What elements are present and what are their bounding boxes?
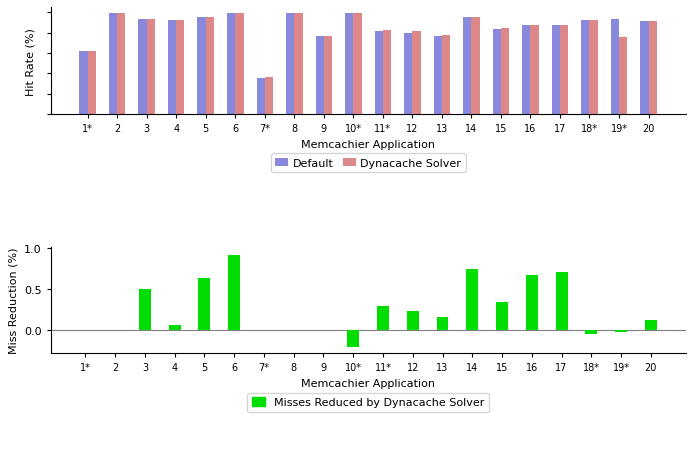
Bar (589, 20, 598, 115)
Y-axis label: Hit Rate (%): Hit Rate (%) (26, 28, 36, 96)
Bar (235, 14, 244, 115)
Bar (556, 272, 568, 331)
Bar (377, 306, 389, 331)
Bar (227, 14, 235, 115)
X-axis label: Memcachier Application: Memcachier Application (301, 378, 435, 388)
Bar (205, 18, 214, 115)
Bar (493, 30, 501, 115)
Bar (496, 302, 508, 331)
Bar (79, 52, 87, 115)
Bar (404, 34, 412, 115)
Legend: Default, Dynacache Solver: Default, Dynacache Solver (271, 154, 466, 173)
Bar (501, 28, 509, 115)
Bar (139, 290, 151, 331)
Bar (169, 325, 180, 331)
Bar (138, 19, 146, 115)
Bar (641, 22, 648, 115)
Bar (611, 19, 619, 115)
Bar (168, 20, 176, 115)
Bar (257, 79, 265, 115)
Bar (434, 37, 442, 115)
Bar (353, 14, 362, 115)
Legend: Misses Reduced by Dynacache Solver: Misses Reduced by Dynacache Solver (247, 393, 489, 412)
Bar (345, 14, 353, 115)
Bar (286, 14, 294, 115)
Bar (375, 32, 383, 115)
Bar (442, 36, 450, 115)
Bar (117, 14, 126, 115)
X-axis label: Memcachier Application: Memcachier Application (301, 139, 435, 149)
Bar (530, 26, 539, 115)
Bar (648, 22, 657, 115)
Bar (146, 19, 155, 115)
Bar (294, 14, 303, 115)
Bar (522, 26, 530, 115)
Bar (560, 26, 568, 115)
Bar (87, 52, 96, 115)
Bar (265, 78, 273, 115)
Bar (463, 18, 471, 115)
Bar (347, 331, 359, 347)
Bar (471, 18, 480, 115)
Bar (582, 20, 589, 115)
Bar (324, 37, 332, 115)
Bar (412, 32, 421, 115)
Bar (198, 278, 210, 331)
Bar (466, 269, 478, 331)
Bar (176, 20, 185, 115)
Bar (109, 14, 117, 115)
Bar (619, 38, 627, 115)
Bar (228, 255, 240, 331)
Bar (407, 312, 418, 331)
Bar (585, 331, 598, 334)
Bar (198, 18, 205, 115)
Bar (383, 31, 391, 115)
Y-axis label: Miss Reduction (%): Miss Reduction (%) (8, 247, 18, 354)
Bar (615, 331, 627, 332)
Bar (645, 321, 657, 331)
Bar (526, 275, 538, 331)
Bar (316, 37, 324, 115)
Bar (437, 318, 448, 331)
Bar (552, 26, 560, 115)
